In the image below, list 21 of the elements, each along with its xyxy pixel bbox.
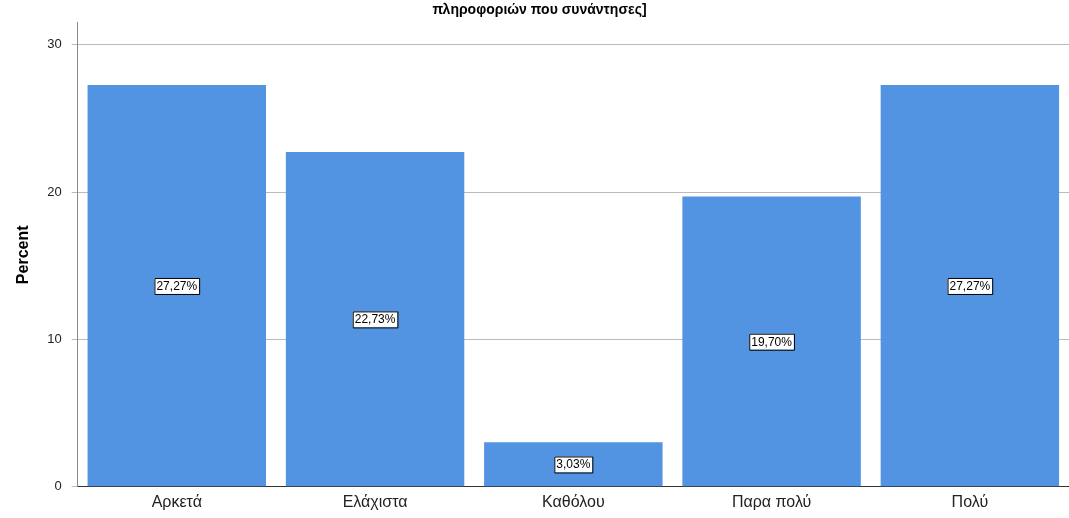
y-tick-label: 20 [47, 183, 62, 199]
data-label: 22,73% [354, 312, 396, 327]
data-label: 3,03% [556, 457, 591, 472]
bar [87, 85, 267, 487]
bar [880, 85, 1060, 487]
bar [682, 196, 861, 487]
y-tick-label: 0 [54, 478, 62, 494]
y-axis-title: Percent [14, 224, 32, 285]
x-tick-label: Αρκετά [151, 492, 202, 510]
chart-title: πληροφοριών που συνάντησες] [432, 1, 647, 18]
x-tick-label: Καθόλου [542, 492, 605, 510]
x-tick-label: Πολύ [951, 492, 989, 510]
data-label: 27,27% [949, 278, 991, 293]
x-tick-label: Ελάχιστα [342, 492, 408, 510]
y-tick-label: 10 [47, 331, 62, 347]
x-tick-label: Παρα πολύ [731, 492, 812, 510]
data-label: 27,27% [156, 278, 198, 293]
y-tick-label: 30 [47, 36, 62, 52]
bar [285, 151, 465, 487]
bar [484, 442, 663, 487]
data-label: 19,70% [751, 334, 793, 349]
